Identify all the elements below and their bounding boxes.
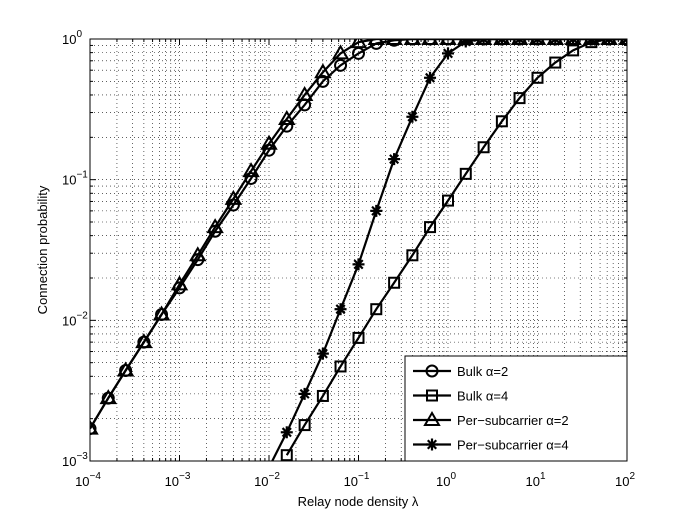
data-point [224,189,243,205]
data-point [549,56,562,69]
series-2 [280,39,627,461]
data-point [406,110,419,123]
data-point [459,39,472,48]
data-point [99,389,118,405]
x-tick-label: 102 [615,471,635,489]
data-point [90,422,97,436]
data-point [352,331,365,344]
data-point [189,246,207,262]
legend-item: Per−subcarrier α=4 [413,438,569,453]
data-point [298,419,311,432]
series-line [90,39,627,430]
data-point [334,303,347,316]
data-point [90,419,99,435]
x-axis-label: Relay node density λ [298,494,419,509]
y-tick-label: 10−1 [62,170,88,188]
data-point [421,39,439,45]
data-point [385,39,403,45]
legend-label: Per−subcarrier α=4 [457,438,569,453]
data-point [403,39,422,45]
data-point [442,47,454,60]
data-point [295,85,314,101]
x-tick-label: 100 [436,471,456,489]
data-point [278,110,296,125]
legend-item: Per−subcarrier α=2 [413,411,569,428]
legend: Bulk α=2 Bulk α=4 Per−subcarrier α=2 Per−su… [404,355,628,462]
legend-marker [425,364,439,378]
data-point [513,39,526,45]
data-point [334,360,347,373]
data-point [567,44,580,57]
legend-marker [426,389,438,402]
plot-frame [89,38,628,462]
y-axis-label: Connection probability [35,185,50,314]
legend-item: Bulk α=4 [413,389,508,404]
y-tick-label: 10−2 [62,310,88,328]
legend-marker [426,438,438,451]
legend-item: Bulk α=2 [413,364,508,379]
data-point [352,258,365,271]
data-point [388,153,401,166]
data-point [370,303,383,316]
data-point [206,218,224,234]
data-point [280,449,293,461]
data-point [260,134,278,150]
data-point [298,387,311,400]
data-point [424,221,437,234]
data-point [513,92,526,105]
data-point [331,44,350,60]
data-point [242,162,260,178]
data-point [567,39,580,45]
data-point [370,204,383,217]
data-point [135,333,153,349]
data-point [316,74,330,88]
data-point [621,39,627,45]
data-point [334,58,348,72]
data-point [424,71,437,84]
data-point [442,194,454,207]
data-point [349,39,368,49]
x-tick-label: 10−1 [344,471,370,489]
data-point [170,275,189,291]
series-4 [271,39,627,461]
data-point [280,426,293,439]
data-point [367,39,386,45]
data-point [316,347,329,360]
data-point [549,39,562,45]
legend-label: Bulk α=4 [457,389,508,404]
data-point [495,115,508,128]
y-tick-label: 100 [62,29,82,47]
data-point [603,39,616,45]
x-tick-label: 10−4 [75,471,101,489]
x-tick-label: 10−3 [165,471,191,489]
data-point [459,167,472,180]
data-point [406,249,419,262]
x-tick-label: 10−2 [254,471,280,489]
data-point [477,39,490,45]
data-point [316,389,329,402]
legend-label: Per−subcarrier α=2 [457,413,569,428]
data-point [152,305,171,321]
legend-marker [423,411,441,426]
grid [90,39,627,461]
x-tick-label: 101 [525,471,545,489]
y-tick-label: 10−3 [62,451,88,469]
data-point [531,71,544,84]
data-point [388,276,401,289]
data-point [477,141,490,154]
tick-labels: 10−4 10−3 10−2 10−1 100 101 102 10−3 10−2 10−1 100 [62,29,635,489]
data-point [314,63,332,79]
data-point [116,361,135,377]
legend-label: Bulk α=2 [457,364,508,379]
